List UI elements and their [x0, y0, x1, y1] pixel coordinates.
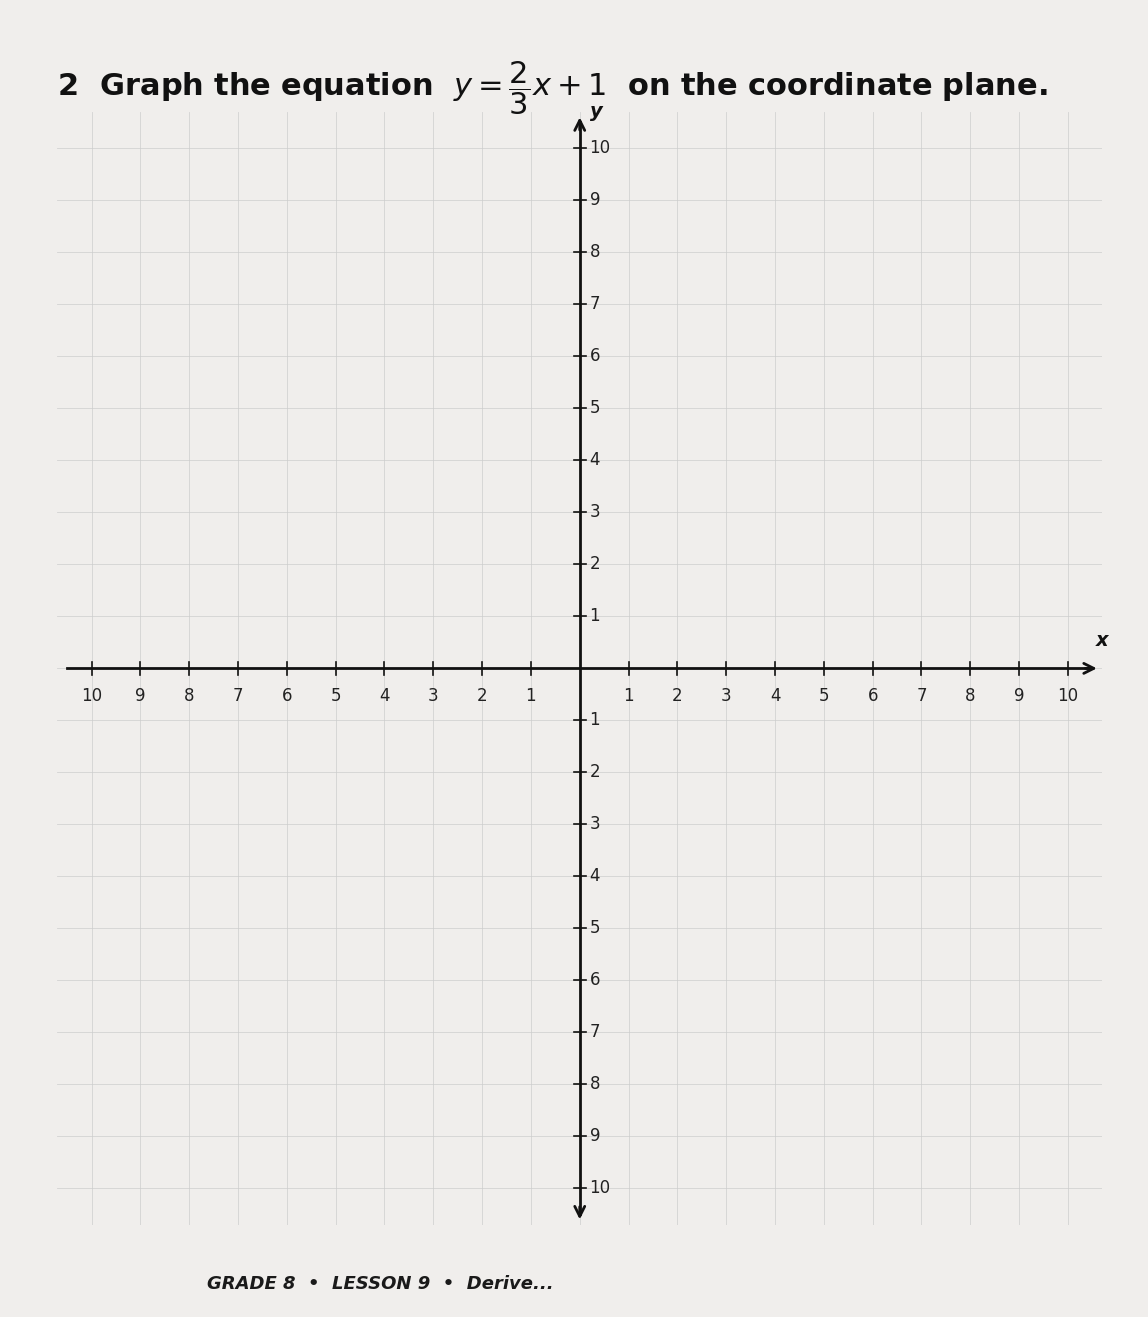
- Text: 2: 2: [590, 764, 600, 781]
- Text: 8: 8: [590, 244, 600, 261]
- Text: 8: 8: [184, 686, 194, 705]
- Text: 9: 9: [590, 191, 600, 209]
- Text: 7: 7: [233, 686, 243, 705]
- Text: 9: 9: [590, 1127, 600, 1146]
- Text: 7: 7: [590, 1023, 600, 1042]
- Text: y: y: [590, 103, 603, 121]
- Text: GRADE 8  •  LESSON 9  •  Derive...: GRADE 8 • LESSON 9 • Derive...: [207, 1275, 553, 1293]
- Text: 2: 2: [590, 556, 600, 573]
- Text: $\bf{2}$  $\bf{Graph\ the\ equation\ }$ $y = \dfrac{2}{3}x + 1$ $\bf{\ on\ the\ : $\bf{2}$ $\bf{Graph\ the\ equation\ }$ $…: [57, 59, 1048, 117]
- Text: 4: 4: [590, 868, 600, 885]
- Text: 10: 10: [82, 686, 102, 705]
- Text: 6: 6: [590, 972, 600, 989]
- Text: 1: 1: [590, 711, 600, 730]
- Text: 9: 9: [1014, 686, 1024, 705]
- Text: 5: 5: [331, 686, 341, 705]
- Text: 7: 7: [590, 295, 600, 313]
- Text: 3: 3: [590, 503, 600, 522]
- Text: 3: 3: [590, 815, 600, 834]
- Text: 5: 5: [590, 399, 600, 417]
- Text: 2: 2: [476, 686, 488, 705]
- Text: 1: 1: [526, 686, 536, 705]
- Text: x: x: [1096, 631, 1108, 651]
- Text: 3: 3: [721, 686, 731, 705]
- Text: 8: 8: [965, 686, 976, 705]
- Text: 6: 6: [281, 686, 292, 705]
- Text: 6: 6: [868, 686, 878, 705]
- Text: 4: 4: [379, 686, 389, 705]
- Text: 10: 10: [1057, 686, 1078, 705]
- Text: 6: 6: [590, 348, 600, 365]
- Text: 3: 3: [428, 686, 439, 705]
- Text: 4: 4: [770, 686, 781, 705]
- Text: 4: 4: [590, 452, 600, 469]
- Text: 2: 2: [672, 686, 683, 705]
- Text: 1: 1: [590, 607, 600, 626]
- Text: 5: 5: [819, 686, 829, 705]
- Text: 1: 1: [623, 686, 634, 705]
- Text: 5: 5: [590, 919, 600, 938]
- Text: 9: 9: [135, 686, 146, 705]
- Text: 10: 10: [590, 1180, 611, 1197]
- Text: 8: 8: [590, 1076, 600, 1093]
- Text: 7: 7: [916, 686, 926, 705]
- Text: 10: 10: [590, 140, 611, 157]
